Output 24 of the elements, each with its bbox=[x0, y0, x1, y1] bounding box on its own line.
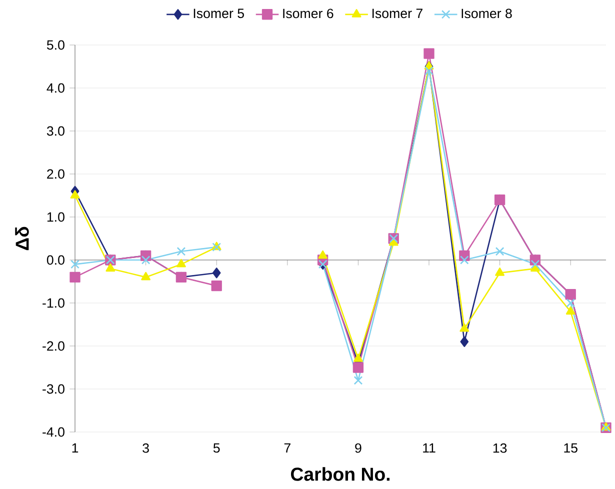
legend-label: Isomer 8 bbox=[462, 8, 512, 18]
y-tick-label: -3.0 bbox=[42, 384, 64, 394]
y-tick-label: 4.0 bbox=[46, 83, 64, 93]
x-tick-label: 11 bbox=[423, 443, 436, 453]
y-tick-label: 5.0 bbox=[46, 40, 64, 50]
y-tick-label: -1.0 bbox=[42, 298, 64, 308]
y-tick-label: 2.0 bbox=[47, 169, 64, 179]
y-tick-label: -2.0 bbox=[42, 341, 64, 351]
x-tick-label: 15 bbox=[564, 443, 578, 453]
y-axis-title: Δδ bbox=[15, 226, 29, 250]
y-tick-label: 3.0 bbox=[46, 126, 64, 136]
legend-label: Isomer 7 bbox=[372, 8, 422, 18]
y-tick-label: -4.0 bbox=[42, 427, 64, 437]
x-tick-label: 3 bbox=[142, 443, 149, 453]
legend-label: Isomer 6 bbox=[283, 8, 334, 18]
y-tick-label: 0.0 bbox=[46, 255, 64, 265]
x-tick-label: 5 bbox=[213, 443, 220, 453]
legend-label: Isomer 5 bbox=[194, 8, 244, 18]
x-tick-label: 7 bbox=[284, 443, 290, 453]
y-tick-label: 1.0 bbox=[47, 212, 64, 222]
x-tick-label: 9 bbox=[355, 443, 362, 453]
x-tick-label: 13 bbox=[493, 443, 507, 453]
x-tick-label: 1 bbox=[72, 443, 78, 453]
x-axis-title: Carbon No. bbox=[290, 467, 390, 481]
